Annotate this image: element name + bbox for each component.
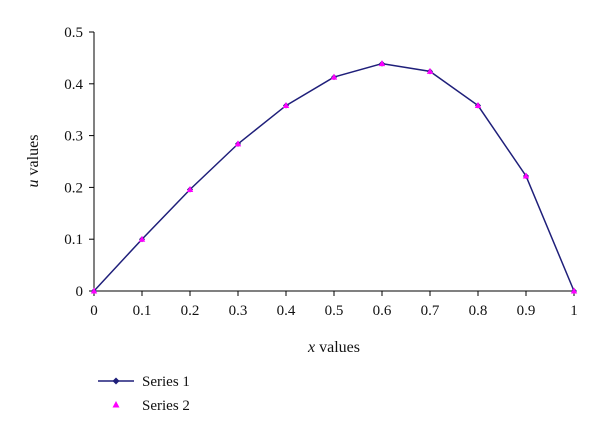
series-1 — [91, 60, 577, 294]
data-point — [138, 235, 146, 242]
data-point — [474, 102, 482, 109]
legend: Series 1 Series 2 — [98, 374, 190, 414]
y-axis-label-rest: values — [25, 135, 42, 180]
data-point — [378, 60, 386, 67]
axes — [93, 32, 574, 292]
series-line — [93, 62, 575, 292]
x-tick-label: 0 — [90, 303, 98, 319]
y-tick-label: 0.1 — [64, 232, 83, 248]
data-point — [90, 287, 98, 294]
data-point — [330, 73, 338, 80]
x-tick-label: 0.6 — [373, 303, 392, 319]
legend-label-series-1: Series 1 — [142, 374, 190, 390]
x-tick-label: 0.7 — [421, 303, 440, 319]
data-point — [234, 140, 242, 147]
y-tick-label: 0.2 — [64, 180, 83, 196]
x-tick-label: 1 — [570, 303, 578, 319]
x-tick-label: 0.1 — [133, 303, 152, 319]
data-point — [522, 172, 530, 179]
x-axis-ticks: 0 0.1 0.2 0.3 0.4 0.5 0.6 0.7 0.8 0.9 1 — [90, 291, 578, 319]
y-tick-label: 0 — [76, 284, 84, 300]
y-tick-label: 0.5 — [64, 25, 83, 41]
legend-marker-series-2 — [112, 401, 120, 408]
x-axis-label-rest: values — [315, 339, 360, 356]
x-axis-label: x values — [307, 339, 360, 356]
data-point — [282, 102, 290, 109]
x-tick-label: 0.8 — [469, 303, 488, 319]
x-tick-label: 0.9 — [517, 303, 536, 319]
y-tick-label: 0.4 — [64, 77, 83, 93]
legend-item-series-2: Series 2 — [112, 398, 190, 414]
x-tick-label: 0.5 — [325, 303, 344, 319]
x-tick-label: 0.4 — [277, 303, 296, 319]
data-point — [570, 287, 578, 294]
y-axis-label-var: u — [25, 179, 42, 187]
series-2 — [90, 60, 578, 294]
legend-item-series-1: Series 1 — [98, 374, 190, 390]
data-point — [426, 67, 434, 74]
x-tick-label: 0.2 — [181, 303, 200, 319]
x-axis-label-var: x — [307, 339, 315, 356]
plot-area — [90, 60, 578, 294]
x-tick-label: 0.3 — [229, 303, 248, 319]
legend-label-series-2: Series 2 — [142, 398, 190, 414]
data-point — [186, 185, 194, 192]
y-axis-ticks: 0 0.1 0.2 0.3 0.4 0.5 — [64, 25, 94, 300]
y-axis-label: u values — [25, 135, 42, 188]
y-tick-label: 0.3 — [64, 129, 83, 145]
legend-marker-series-1 — [112, 377, 120, 385]
